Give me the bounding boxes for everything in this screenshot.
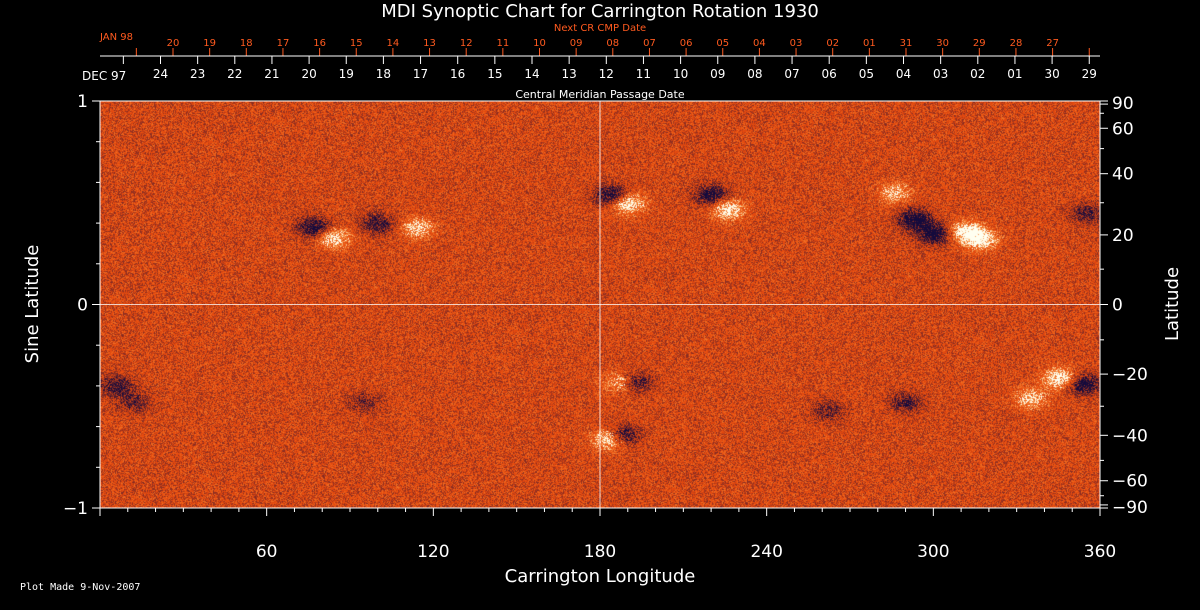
top-axis-title: Central Meridian Passage Date — [515, 88, 684, 101]
next-cmp-date-label: 17 — [277, 38, 290, 49]
cmp-date-label: 15 — [487, 67, 502, 81]
next-cmp-date-label: 14 — [387, 38, 400, 49]
plot-footer: Plot Made 9-Nov-2007 — [20, 582, 140, 593]
latitude-axis: 90 60 40 20 0 −20 −40 −60 −90 — [1100, 94, 1148, 518]
next-cmp-date-label: 11 — [496, 38, 509, 49]
cmp-date-label: 05 — [859, 67, 874, 81]
next-cmp-date-label: 30 — [936, 38, 949, 49]
y-axis-label-left: Sine Latitude — [22, 245, 43, 364]
next-cmp-date-label: 29 — [973, 38, 986, 49]
top-axis-month-label: DEC 97 — [82, 69, 126, 83]
next-axis-title: Next CR CMP Date — [554, 23, 646, 34]
next-cmp-date-label: 10 — [533, 38, 546, 49]
right-axis-tick-label: −90 — [1112, 498, 1148, 518]
cmp-date-label: 12 — [599, 67, 614, 81]
right-axis-tick-label: 60 — [1112, 119, 1134, 139]
next-cmp-date-label: 03 — [790, 38, 803, 49]
cmp-date-label: 14 — [524, 67, 539, 81]
next-cmp-date-label: 02 — [826, 38, 839, 49]
cmp-date-label: 03 — [933, 67, 948, 81]
cmp-date-label: 13 — [562, 67, 577, 81]
next-cmp-date-label: 09 — [570, 38, 583, 49]
right-axis-tick-label: −20 — [1112, 365, 1148, 385]
cmp-date-label: 02 — [970, 67, 985, 81]
bottom-axis-tick-label: 60 — [256, 542, 278, 562]
cmp-date-label: 20 — [301, 67, 316, 81]
next-cmp-date-label: 06 — [680, 38, 693, 49]
next-cmp-date-label: 12 — [460, 38, 473, 49]
next-axis-month-label: JAN 98 — [99, 32, 133, 43]
cmp-date-label: 22 — [227, 67, 242, 81]
cmp-date-label: 09 — [710, 67, 725, 81]
cmp-date-label: 01 — [1007, 67, 1022, 81]
next-cmp-date-label: 04 — [753, 38, 766, 49]
next-cmp-date-label: 18 — [240, 38, 253, 49]
bottom-axis-tick-label: 240 — [750, 542, 782, 562]
cmp-date-label: 23 — [190, 67, 205, 81]
next-cmp-date-label: 13 — [423, 38, 436, 49]
cmp-date-label: 24 — [153, 67, 168, 81]
next-cmp-date-label: 16 — [313, 38, 326, 49]
cmp-date-label: 30 — [1044, 67, 1059, 81]
left-axis-tick-label: 1 — [77, 92, 88, 112]
next-cmp-date-label: 20 — [167, 38, 180, 49]
right-axis-tick-label: 40 — [1112, 165, 1134, 185]
next-cmp-date-label: 27 — [1046, 38, 1059, 49]
grid-lines — [100, 101, 1100, 508]
cmp-date-axis: 24 23 22 21 20 19 18 17 16 15 14 13 12 11 10 09 08 07 06 05… — [100, 55, 1100, 81]
cmp-date-label: 29 — [1082, 67, 1097, 81]
next-cmp-date-axis: 20 19 18 17 16 15 14 13 12 11 10 09 08 07 06 05 04 03 02 01… — [100, 38, 1100, 57]
cmp-date-label: 07 — [784, 67, 799, 81]
next-cmp-date-label: 01 — [863, 38, 876, 49]
bottom-axis-tick-label: 300 — [917, 542, 949, 562]
right-axis-tick-label: −40 — [1112, 426, 1148, 446]
cmp-date-label: 11 — [636, 67, 651, 81]
left-axis-tick-label: −1 — [63, 499, 88, 519]
cmp-date-label: 17 — [413, 67, 428, 81]
cmp-date-label: 19 — [339, 67, 354, 81]
next-cmp-date-label: 07 — [643, 38, 656, 49]
next-cmp-date-label: 31 — [900, 38, 913, 49]
cmp-date-label: 08 — [747, 67, 762, 81]
bottom-axis-tick-label: 120 — [417, 542, 449, 562]
next-cmp-date-label: 28 — [1010, 38, 1023, 49]
left-axis-tick-label: 0 — [77, 296, 88, 316]
cmp-date-label: 04 — [896, 67, 911, 81]
x-axis-label: Carrington Longitude — [505, 566, 696, 587]
bottom-axis-tick-label: 360 — [1084, 542, 1116, 562]
cmp-date-label: 10 — [673, 67, 688, 81]
cmp-date-label: 21 — [264, 67, 279, 81]
next-cmp-date-label: 05 — [716, 38, 729, 49]
bottom-axis-tick-label: 180 — [584, 542, 616, 562]
right-axis-tick-label: 0 — [1112, 296, 1123, 316]
longitude-axis: 60 120 180 240 300 360 — [99, 508, 1116, 562]
right-axis-tick-label: 90 — [1112, 94, 1134, 114]
sine-latitude-axis: 1 0 −1 — [63, 92, 100, 519]
next-cmp-date-label: 08 — [606, 38, 619, 49]
right-axis-tick-label: −60 — [1112, 472, 1148, 492]
next-cmp-date-label: 15 — [350, 38, 363, 49]
cmp-date-label: 16 — [450, 67, 465, 81]
cmp-date-label: 18 — [376, 67, 391, 81]
chart-title: MDI Synoptic Chart for Carrington Rotati… — [381, 1, 819, 22]
next-cmp-date-label: 19 — [203, 38, 216, 49]
right-axis-tick-label: 20 — [1112, 226, 1134, 246]
y-axis-label-right: Latitude — [1162, 267, 1183, 341]
cmp-date-label: 06 — [822, 67, 837, 81]
